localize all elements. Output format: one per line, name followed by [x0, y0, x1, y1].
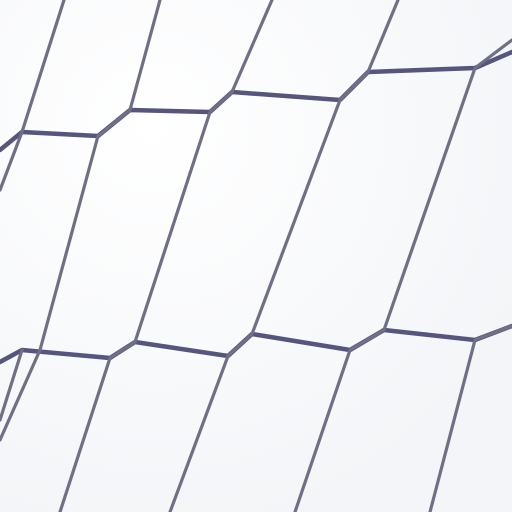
cord-diagonal-5 — [293, 38, 512, 512]
cord-diagonal-6 — [428, 324, 512, 512]
cord-diagonal-4 — [168, 0, 400, 512]
cord-diagonal-3 — [58, 0, 274, 512]
cord-diagonal-2 — [0, 0, 162, 442]
cord-diagonal-1 — [0, 0, 66, 192]
cord-diagonal-7 — [0, 348, 24, 422]
